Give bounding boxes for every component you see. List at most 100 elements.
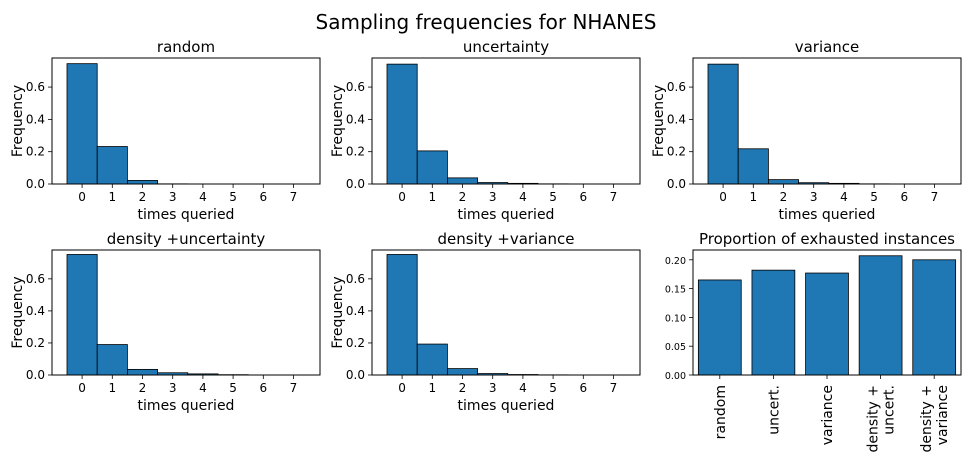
x-tick-label: 4 (199, 190, 207, 204)
y-tick-label: 0.4 (346, 304, 365, 318)
x-tick-label: 7 (610, 381, 618, 395)
x-tick-label-line: variance (935, 385, 951, 445)
y-tick-label: 0.6 (346, 272, 365, 286)
subplot-title: density +uncertainty (107, 230, 266, 248)
bar (697, 279, 742, 376)
y-tick-label: 0.6 (26, 80, 45, 94)
x-tick-label: 2 (459, 381, 467, 395)
x-tick-label: 0 (78, 190, 86, 204)
bar (96, 146, 128, 185)
axes-frame (692, 57, 962, 185)
bar (127, 180, 159, 185)
y-axis-label: Frequency (10, 85, 26, 157)
x-tick-label: 2 (139, 190, 147, 204)
x-tick-label: 3 (810, 190, 818, 204)
x-tick-label: 0 (719, 190, 727, 204)
x-axis-label: times queried (458, 398, 555, 414)
x-tick-label: 3 (169, 190, 177, 204)
y-axis-label: Frequency (330, 276, 346, 348)
subplot-title: uncertainty (463, 38, 549, 56)
bar (96, 344, 128, 376)
x-tick-label: 2 (139, 381, 147, 395)
x-tick-label-line: uncert. (882, 385, 898, 435)
y-tick-label: 0.15 (665, 285, 686, 296)
x-tick-label: 3 (489, 190, 497, 204)
subplot-title: variance (795, 38, 860, 56)
bar (858, 255, 903, 376)
x-tick-label: 4 (519, 381, 527, 395)
y-tick-label: 0.00 (665, 371, 686, 382)
bar (386, 63, 418, 185)
x-tick-label: 5 (549, 381, 557, 395)
bar (66, 63, 98, 185)
subplot-2: uncertainty 0 1 2 3 4 5 6 7 0.0 0.2 0.4 0.6 times que… (330, 38, 641, 223)
axes-frame (371, 249, 641, 376)
figure-title: Sampling frequencies for NHANES (316, 10, 657, 34)
y-tick-label: 0.4 (26, 112, 45, 126)
y-tick-label: 0.4 (667, 112, 686, 126)
axes-frame (371, 57, 641, 185)
bar (446, 368, 478, 376)
bar (386, 254, 418, 376)
x-tick-label: density +uncert. (866, 385, 898, 453)
bar (66, 254, 98, 376)
x-tick-label-line: variance (820, 385, 836, 445)
bar (416, 343, 448, 376)
x-tick-label: 1 (428, 190, 436, 204)
y-tick-label: 0.0 (346, 177, 365, 191)
bar (751, 269, 796, 376)
subplot-4: density +uncertainty 0 1 2 3 4 5 6 7 0.0 0.2 0.4 0.6… (10, 230, 321, 414)
x-tick-label: 7 (290, 381, 298, 395)
x-tick-label: 6 (579, 190, 587, 204)
bar (707, 63, 739, 185)
y-tick-label: 0.0 (667, 177, 686, 191)
x-tick-label: 5 (549, 190, 557, 204)
x-tick-label-line: density + (866, 385, 882, 453)
bar (446, 177, 478, 185)
y-tick-label: 0.20 (665, 256, 686, 267)
y-tick-label: 0.2 (26, 145, 45, 159)
x-tick-label-line: density + (919, 385, 935, 453)
subplot-title: density +variance (438, 230, 575, 248)
axes-frame (692, 249, 962, 376)
y-tick-label: 0.4 (346, 112, 365, 126)
x-tick-label: variance (820, 385, 836, 445)
y-tick-label: 0.2 (346, 336, 365, 350)
subplot-6: Proportion of exhausted instances random u… (665, 230, 962, 453)
x-tick-label: 0 (398, 190, 406, 204)
y-axis-label: Frequency (10, 276, 26, 348)
y-axis-label: Frequency (330, 85, 346, 157)
y-tick-label: 0.6 (26, 272, 45, 286)
x-axis-label: times queried (458, 207, 555, 223)
bar (737, 148, 769, 185)
y-tick-label: 0.2 (346, 145, 365, 159)
x-tick-label: uncert. (766, 385, 782, 435)
x-tick-label: 2 (780, 190, 788, 204)
subplot-title: random (157, 38, 215, 56)
subplot-3: variance 0 1 2 3 4 5 6 7 0.0 0.2 0.4 0.6 times querie… (651, 38, 962, 223)
y-tick-label: 0.05 (665, 342, 686, 353)
subplot-title: Proportion of exhausted instances (699, 230, 955, 248)
x-tick-label: 0 (78, 381, 86, 395)
subplot-1: random 0 1 2 3 4 5 6 7 0.0 0.2 0.4 0.6 times queried F… (10, 38, 321, 223)
y-tick-label: 0.2 (26, 336, 45, 350)
x-tick-label: 2 (459, 190, 467, 204)
x-tick-label: 0 (398, 381, 406, 395)
y-tick-label: 0.6 (667, 80, 686, 94)
x-tick-label: 5 (229, 381, 237, 395)
x-axis-label: times queried (138, 207, 235, 223)
bar (805, 272, 849, 376)
x-tick-label: 6 (900, 190, 908, 204)
axes-frame (51, 249, 321, 376)
y-tick-label: 0.4 (26, 304, 45, 318)
x-tick-label: 1 (108, 381, 116, 395)
x-tick-label: 7 (290, 190, 298, 204)
x-tick-label-line: uncert. (766, 385, 782, 435)
y-tick-label: 0.6 (346, 80, 365, 94)
x-tick-label: 4 (840, 190, 848, 204)
x-tick-label: 7 (610, 190, 618, 204)
x-axis-label: times queried (779, 207, 876, 223)
x-tick-label: 6 (259, 381, 267, 395)
x-tick-label: 4 (199, 381, 207, 395)
